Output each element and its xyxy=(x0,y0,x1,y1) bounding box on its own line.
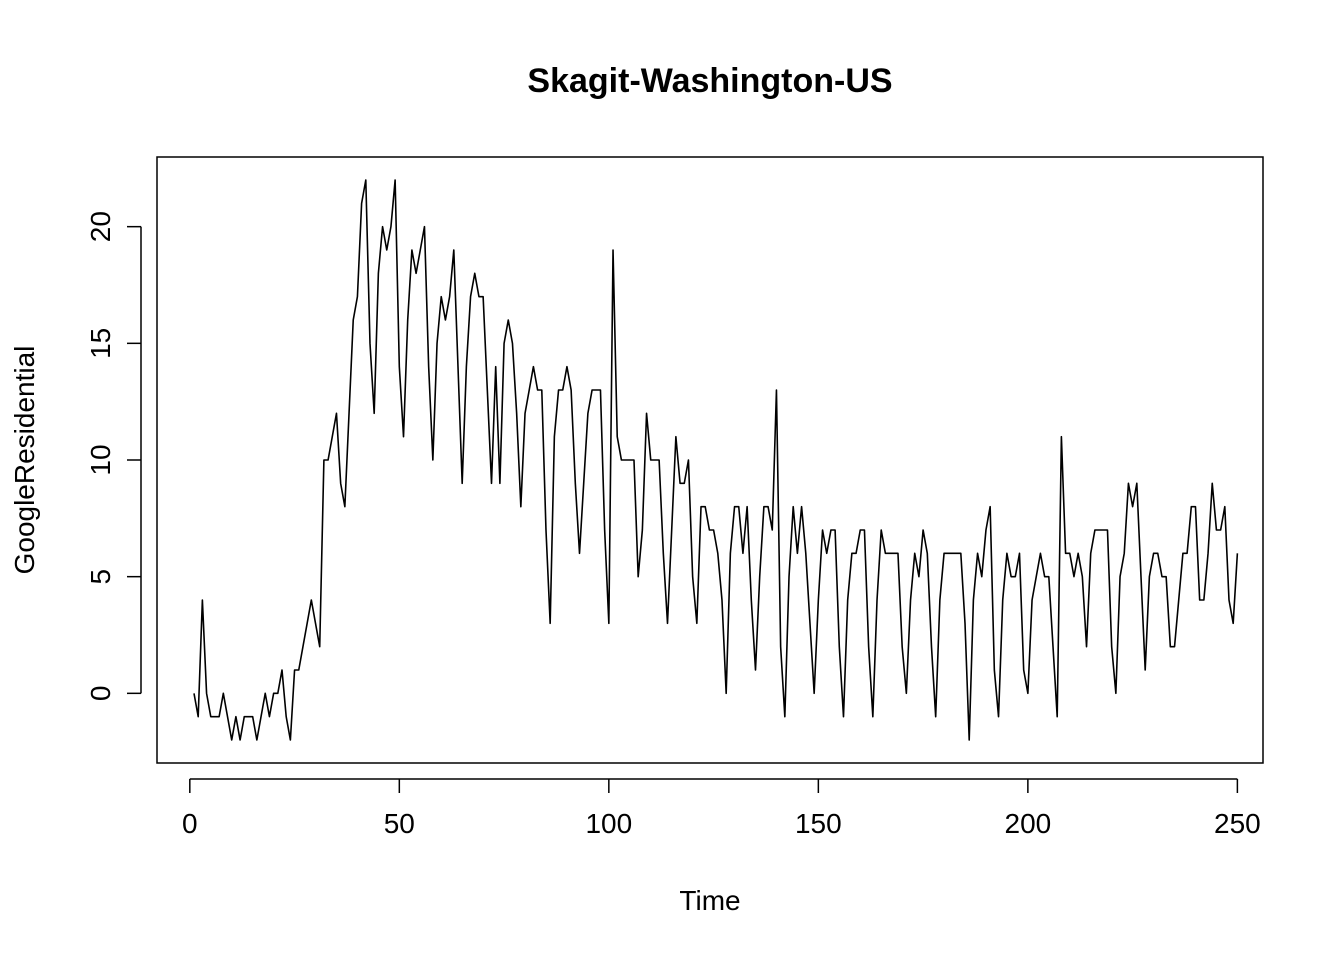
x-tick-label: 200 xyxy=(1005,808,1052,839)
x-tick-label: 100 xyxy=(585,808,632,839)
y-tick-label: 0 xyxy=(85,686,116,702)
x-axis: 0 50 100 150 200 250 xyxy=(182,778,1261,839)
x-tick-label: 150 xyxy=(795,808,842,839)
y-axis-label: GoogleResidential xyxy=(9,346,40,575)
y-tick-label: 20 xyxy=(85,211,116,242)
x-tick-label: 50 xyxy=(384,808,415,839)
y-tick-label: 15 xyxy=(85,328,116,359)
x-axis-label: Time xyxy=(679,885,740,916)
plot-frame xyxy=(156,156,1264,764)
x-tick-label: 0 xyxy=(182,808,198,839)
y-tick-label: 5 xyxy=(85,569,116,585)
y-axis: 0 5 10 15 20 xyxy=(85,211,142,702)
y-tick-label: 10 xyxy=(85,444,116,475)
x-tick-label: 250 xyxy=(1214,808,1261,839)
chart-title: Skagit-Washington-US xyxy=(527,62,892,100)
series-line-google-residential xyxy=(193,179,1239,741)
